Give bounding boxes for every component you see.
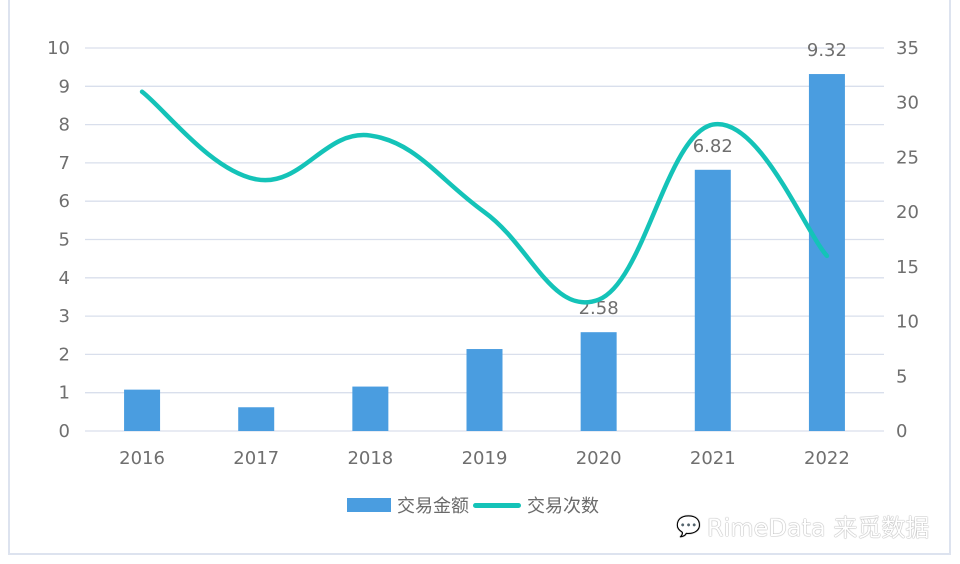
chart-legend: 交易金额 交易次数: [347, 492, 599, 518]
x-tick: 2017: [233, 448, 279, 469]
y-right-tick: 10: [896, 312, 919, 333]
x-tick: 2019: [462, 448, 508, 469]
legend-bar-swatch: [347, 498, 391, 512]
y-left-tick: 1: [59, 383, 70, 404]
y-right-tick: 0: [896, 421, 907, 442]
y-left-tick: 7: [59, 153, 70, 174]
bar: [466, 349, 503, 431]
watermark: 💬 RimeData 来觅数据: [676, 508, 929, 543]
y-left-tick: 6: [59, 191, 70, 212]
bar: [124, 389, 161, 431]
legend-line-label: 交易次数: [527, 496, 599, 517]
legend-bar-label: 交易金额: [397, 496, 469, 517]
bar: [694, 169, 731, 431]
bar: [352, 386, 389, 431]
y-left-tick: 3: [59, 306, 70, 327]
y-left-tick: 9: [59, 76, 70, 97]
bar: [238, 407, 275, 431]
y-right-tick: 35: [896, 38, 919, 59]
x-tick: 2021: [690, 448, 736, 469]
legend-line-swatch: [473, 502, 521, 508]
y-left-tick: 5: [59, 230, 70, 251]
y-left-tick: 8: [59, 115, 70, 136]
bar-data-label: 9.32: [807, 40, 847, 61]
line-series: [139, 89, 830, 305]
y-right-tick: 5: [896, 366, 907, 387]
y-left-tick: 2: [59, 344, 70, 365]
x-tick: 2022: [804, 448, 850, 469]
y-left-tick: 10: [47, 38, 70, 59]
x-tick: 2016: [119, 448, 165, 469]
y-left-tick: 4: [59, 268, 70, 289]
y-right-tick: 25: [896, 147, 919, 168]
x-tick: 2020: [576, 448, 622, 469]
bar: [580, 332, 617, 431]
wechat-icon: 💬: [676, 513, 701, 538]
y-right-tick: 20: [896, 202, 919, 223]
y-right-tick: 15: [896, 257, 919, 278]
x-tick: 2018: [347, 448, 393, 469]
bar-data-label: 6.82: [693, 136, 733, 157]
watermark-text: RimeData 来觅数据: [706, 514, 930, 542]
y-right-tick: 30: [896, 93, 919, 114]
y-left-tick: 0: [59, 421, 70, 442]
